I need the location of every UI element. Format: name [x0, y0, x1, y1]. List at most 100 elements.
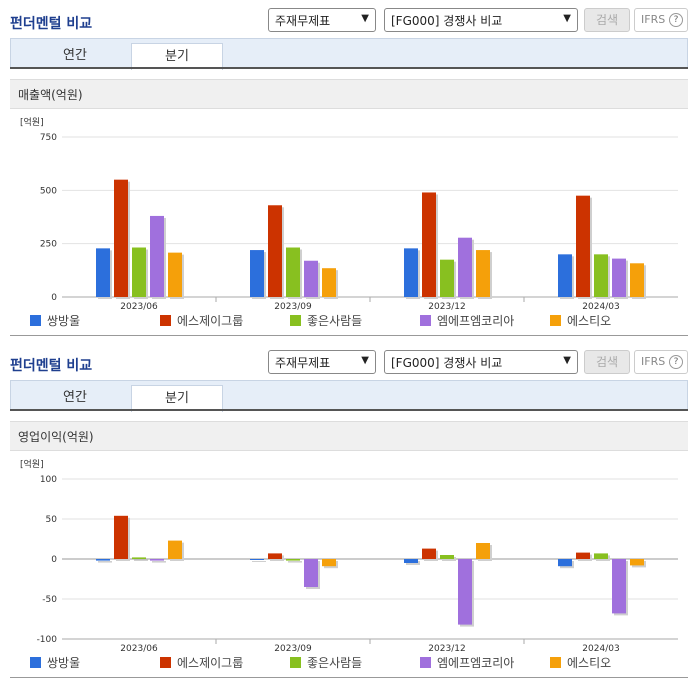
bar	[304, 559, 318, 587]
unit-label: [억원]	[20, 116, 44, 128]
legend-item[interactable]: 에스티오	[550, 654, 611, 671]
legend-item[interactable]: 쌍방울	[30, 654, 80, 671]
y-tick-label: 50	[46, 515, 58, 525]
bar	[594, 553, 608, 559]
chevron-down-icon: ▼	[361, 13, 369, 24]
legend-swatch	[30, 657, 41, 668]
tab-annual[interactable]: 연간	[63, 390, 87, 405]
bar	[168, 540, 182, 559]
period-tabs: 연간 분기	[10, 38, 688, 70]
bar	[476, 250, 490, 297]
legend-item[interactable]: 엠에프엠코리아	[420, 654, 514, 671]
tab-annual[interactable]: 연간	[63, 48, 87, 63]
bar	[304, 260, 318, 297]
bar	[630, 263, 644, 297]
panel-divider	[10, 335, 688, 336]
fundamental-panel-operating-profit: 펀더멘털 비교 주재무제표 ▼ [FG000] 경쟁사 비교 ▼ 검색 IFRS? …	[0, 342, 696, 684]
legend-label: 쌍방울	[47, 314, 81, 328]
compare-select[interactable]: [FG000] 경쟁사 비교 ▼	[384, 8, 578, 32]
help-icon[interactable]: ?	[669, 355, 683, 369]
bar	[96, 248, 110, 297]
legend-swatch	[420, 315, 431, 326]
legend-swatch	[420, 657, 431, 668]
legend-item[interactable]: 좋은사람들	[290, 654, 362, 671]
help-icon[interactable]: ?	[669, 13, 683, 27]
bar	[114, 179, 128, 297]
legend-swatch	[550, 315, 561, 326]
y-tick-label: 0	[51, 555, 57, 565]
y-tick-label: 0	[51, 293, 57, 303]
bar	[322, 268, 336, 297]
bar	[132, 247, 146, 297]
search-button[interactable]: 검색	[584, 8, 630, 32]
y-tick-label: 750	[40, 133, 57, 143]
tab-divider	[10, 67, 688, 69]
chart-legend: 쌍방울 에스제이그룹 좋은사람들 엠에프엠코리아 에스티오	[30, 654, 690, 670]
bar	[132, 557, 146, 559]
ifrs-label: IFRS	[641, 355, 666, 368]
panel-title: 펀더멘털 비교	[10, 16, 93, 32]
x-tick-label: 2023/06	[120, 302, 158, 310]
bar-shadow	[98, 561, 112, 563]
section-title: 영업이익(억원)	[10, 421, 688, 451]
tab-quarterly[interactable]: 분기	[131, 43, 223, 70]
statement-select[interactable]: 주재무제표 ▼	[268, 350, 376, 374]
statement-select[interactable]: 주재무제표 ▼	[268, 8, 376, 32]
bar	[268, 553, 282, 559]
ifrs-button[interactable]: IFRS?	[634, 350, 688, 374]
statement-select-value: 주재무제표	[275, 356, 331, 370]
x-tick-label: 2024/03	[582, 302, 619, 310]
statement-select-value: 주재무제표	[275, 14, 331, 28]
compare-select[interactable]: [FG000] 경쟁사 비교 ▼	[384, 350, 578, 374]
legend-label: 에스제이그룹	[177, 314, 244, 328]
bar	[114, 515, 128, 559]
legend-label: 에스티오	[567, 656, 612, 670]
legend-item[interactable]: 쌍방울	[30, 312, 80, 329]
bar	[150, 559, 164, 561]
ifrs-button[interactable]: IFRS?	[634, 8, 688, 32]
bar-shadow	[252, 561, 266, 562]
bar-shadow	[134, 559, 148, 561]
legend-item[interactable]: 좋은사람들	[290, 312, 362, 329]
legend-swatch	[290, 657, 301, 668]
bar	[422, 192, 436, 297]
x-tick-label: 2023/09	[274, 302, 312, 310]
legend-label: 엠에프엠코리아	[437, 314, 515, 328]
bar	[558, 559, 572, 567]
legend-label: 엠에프엠코리아	[437, 656, 515, 670]
bar	[286, 559, 300, 561]
bar	[422, 548, 436, 559]
bar	[612, 559, 626, 614]
bar	[322, 559, 336, 567]
legend-item[interactable]: 에스티오	[550, 312, 611, 329]
bar	[150, 215, 164, 297]
y-tick-label: 100	[40, 475, 57, 485]
operating-profit-chart: [억원] -100 -50 0 50 100 2023/06 2023/09 2023/12 20…	[20, 458, 678, 652]
tab-quarterly[interactable]: 분기	[131, 385, 223, 412]
compare-select-value: [FG000] 경쟁사 비교	[391, 356, 503, 370]
bar	[612, 258, 626, 297]
chart-legend: 쌍방울 에스제이그룹 좋은사람들 엠에프엠코리아 에스티오	[30, 312, 690, 328]
bar-shadow	[288, 561, 302, 563]
legend-label: 쌍방울	[47, 656, 81, 670]
legend-swatch	[160, 315, 171, 326]
legend-label: 에스제이그룹	[177, 656, 244, 670]
legend-item[interactable]: 엠에프엠코리아	[420, 312, 514, 329]
legend-label: 좋은사람들	[307, 656, 363, 670]
x-tick-label: 2023/09	[274, 644, 312, 652]
bar	[576, 552, 590, 559]
panel-title: 펀더멘털 비교	[10, 358, 93, 374]
y-tick-label: -100	[37, 635, 58, 645]
legend-item[interactable]: 에스제이그룹	[160, 312, 243, 329]
bar	[458, 559, 472, 625]
chevron-down-icon: ▼	[563, 355, 571, 366]
x-tick-label: 2023/12	[428, 302, 465, 310]
x-tick-label: 2023/12	[428, 644, 465, 652]
y-tick-label: -50	[42, 595, 57, 605]
search-button[interactable]: 검색	[584, 350, 630, 374]
bar	[576, 195, 590, 297]
tab-divider	[10, 409, 688, 411]
y-tick-label: 500	[40, 186, 57, 196]
legend-item[interactable]: 에스제이그룹	[160, 654, 243, 671]
bar	[630, 559, 644, 566]
